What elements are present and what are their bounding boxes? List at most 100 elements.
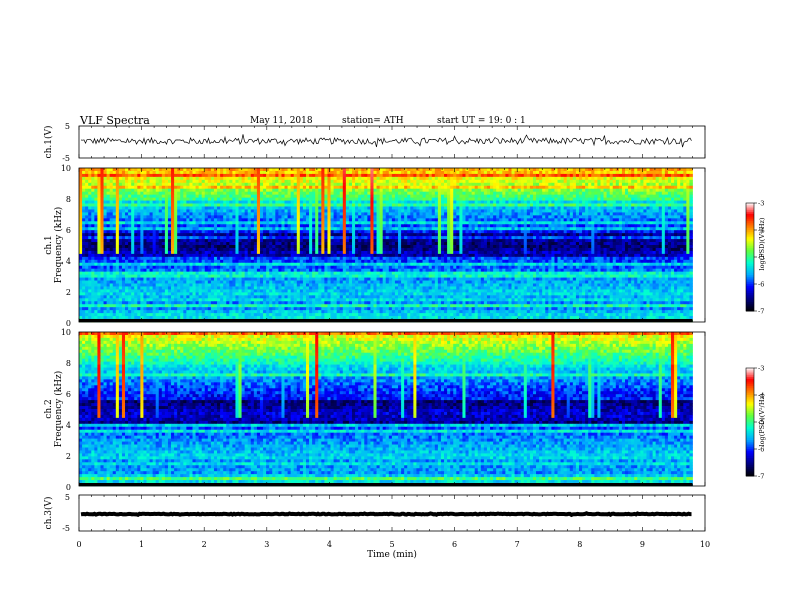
spectrogram-cell (340, 239, 343, 242)
spectrogram-cell (220, 218, 223, 221)
spectrogram-cell (291, 177, 294, 180)
spectrogram-cell (683, 230, 686, 233)
spectrogram-cell (239, 201, 242, 204)
spectrogram-cell (355, 180, 358, 183)
spectrogram-cell (383, 192, 386, 195)
spectrogram-cell (340, 215, 343, 218)
spectrogram-cell (551, 207, 554, 210)
spectrogram-cell (300, 198, 303, 201)
spectrogram-cell (214, 198, 217, 201)
spectrogram-cell (327, 177, 330, 180)
spectrogram-cell (94, 168, 97, 171)
spectrogram-cell (683, 227, 686, 230)
spectrogram-cell (426, 230, 429, 233)
spectrogram-cell (88, 212, 91, 215)
spectrogram-cell (447, 239, 450, 242)
spectrogram-cell (217, 177, 220, 180)
spectrogram-cell (186, 198, 189, 201)
spectrogram-cell (505, 212, 508, 215)
spectrogram-cell (426, 186, 429, 189)
spectrogram-cell (324, 218, 327, 221)
spectrogram-cell (355, 209, 358, 212)
spectrogram-cell (196, 233, 199, 236)
spectrogram-cell (321, 183, 324, 186)
spectrogram-cell (321, 221, 324, 224)
spectrogram-cell (634, 212, 637, 215)
spectrogram-cell (128, 183, 131, 186)
spectrogram-cell (677, 189, 680, 192)
spectrogram-cell (600, 212, 603, 215)
spectrogram-cell (370, 171, 373, 174)
spectrogram-cell (650, 218, 653, 221)
spectrogram-cell (567, 218, 570, 221)
spectrogram-cell (122, 186, 125, 189)
spectrogram-cell (441, 195, 444, 198)
spectrogram-cell (656, 212, 659, 215)
spectrogram-cell (122, 224, 125, 227)
spectrogram-cell (232, 198, 235, 201)
spectrogram-cell (285, 168, 288, 171)
spectrogram-cell (561, 195, 564, 198)
spectrogram-cell (306, 236, 309, 239)
spectrogram-cell (373, 171, 376, 174)
spectrogram-cell (600, 230, 603, 233)
spectrogram-cell (128, 189, 131, 192)
spectrogram-cell (591, 171, 594, 174)
spectrogram-cell (539, 171, 542, 174)
spectrogram-cell (674, 215, 677, 218)
spectrogram-cell (82, 233, 85, 236)
spectrogram-cell (361, 186, 364, 189)
spectrogram-cell (478, 224, 481, 227)
spectrogram-cell (300, 192, 303, 195)
spectrogram-cell (303, 183, 306, 186)
spectrogram-cell (300, 209, 303, 212)
spectrogram-cell (85, 192, 88, 195)
spectrogram-cell (232, 183, 235, 186)
spectrogram-cell (462, 174, 465, 177)
spectrogram-cell (386, 230, 389, 233)
spectrogram-cell (79, 171, 82, 174)
spectrogram-cell (122, 236, 125, 239)
spectrogram-cell (137, 221, 140, 224)
spectrogram-cell (346, 236, 349, 239)
spectrogram-cell (254, 189, 257, 192)
spectrogram-cell (689, 227, 692, 230)
spectrogram-cell (346, 212, 349, 215)
spectrogram-cell (416, 201, 419, 204)
spectrogram-cell (432, 215, 435, 218)
spectrogram-cell (441, 183, 444, 186)
spectrogram-cell (432, 209, 435, 212)
spectrogram-cell (122, 207, 125, 210)
spectrogram-cell (607, 221, 610, 224)
spectrogram-cell (426, 189, 429, 192)
spectrogram-cell (484, 212, 487, 215)
spectrogram-cell (518, 192, 521, 195)
spectrogram-cell (337, 236, 340, 239)
spectrogram-cell (419, 183, 422, 186)
spectrogram-cell (116, 233, 119, 236)
spectrogram-cell (208, 212, 211, 215)
spectrogram-cell (539, 195, 542, 198)
spectrogram-cell (331, 212, 334, 215)
spectrogram-cell (459, 236, 462, 239)
spectrogram-cell (257, 192, 260, 195)
spectrogram-cell (134, 227, 137, 230)
spectrogram-cell (429, 209, 432, 212)
spectrogram-cell (395, 233, 398, 236)
spectrogram-cell (459, 204, 462, 207)
spectrogram-cell (337, 215, 340, 218)
spectrogram-cell (404, 212, 407, 215)
spectrogram-cell (607, 204, 610, 207)
spectrogram-cell (196, 239, 199, 242)
spectrogram-cell (413, 195, 416, 198)
spectrogram-cell (94, 218, 97, 221)
spectrogram-cell (110, 233, 113, 236)
spectrogram-cell (377, 204, 380, 207)
spectrogram-cell (318, 227, 321, 230)
spectrogram-cell (192, 236, 195, 239)
spectrogram-cell (324, 230, 327, 233)
spectrogram-cell (570, 177, 573, 180)
spectrogram-cell (570, 204, 573, 207)
spectrogram-cell (423, 224, 426, 227)
spectrogram-cell (674, 221, 677, 224)
